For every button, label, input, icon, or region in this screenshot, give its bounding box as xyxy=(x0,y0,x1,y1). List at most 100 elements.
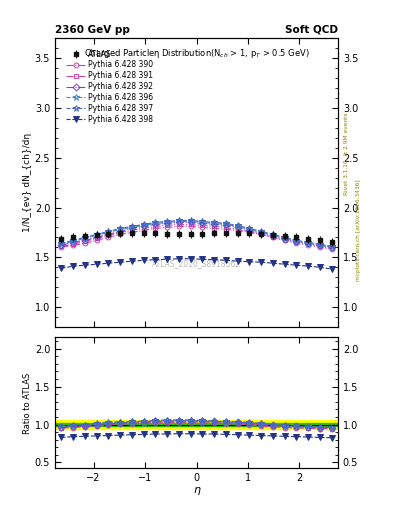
Pythia 6.428 390 xyxy=(329,246,334,252)
Pythia 6.428 390 xyxy=(188,223,193,229)
Pythia 6.428 391 xyxy=(294,239,299,245)
Pythia 6.428 391 xyxy=(270,234,275,241)
X-axis label: η: η xyxy=(193,485,200,495)
Pythia 6.428 392 xyxy=(318,242,322,248)
Text: Rivet 3.1.10, ≥ 2.9M events: Rivet 3.1.10, ≥ 2.9M events xyxy=(344,112,349,195)
Pythia 6.428 397 xyxy=(83,234,87,241)
Pythia 6.428 398 xyxy=(130,258,134,264)
Pythia 6.428 397 xyxy=(294,237,299,243)
Pythia 6.428 396 xyxy=(329,244,334,250)
Pythia 6.428 392 xyxy=(306,240,310,246)
Pythia 6.428 398 xyxy=(235,258,240,264)
Pythia 6.428 391 xyxy=(165,222,169,228)
Legend: ATLAS, Pythia 6.428 390, Pythia 6.428 391, Pythia 6.428 392, Pythia 6.428 396, P: ATLAS, Pythia 6.428 390, Pythia 6.428 39… xyxy=(64,48,155,125)
Pythia 6.428 390 xyxy=(118,231,123,238)
Pythia 6.428 391 xyxy=(106,232,111,239)
Pythia 6.428 392 xyxy=(294,238,299,244)
Pythia 6.428 397 xyxy=(153,219,158,225)
Pythia 6.428 392 xyxy=(71,239,75,245)
Pythia 6.428 397 xyxy=(106,228,111,234)
Pythia 6.428 390 xyxy=(141,227,146,233)
Pythia 6.428 398 xyxy=(94,261,99,267)
Pythia 6.428 391 xyxy=(306,241,310,247)
Pythia 6.428 396 xyxy=(106,229,111,236)
Pythia 6.428 391 xyxy=(200,222,205,228)
Pythia 6.428 397 xyxy=(118,225,123,231)
Pythia 6.428 398 xyxy=(118,259,123,265)
Pythia 6.428 390 xyxy=(318,244,322,250)
Pythia 6.428 398 xyxy=(329,266,334,272)
Pythia 6.428 398 xyxy=(141,257,146,263)
Line: Pythia 6.428 398: Pythia 6.428 398 xyxy=(59,256,334,272)
Pythia 6.428 392 xyxy=(141,223,146,229)
Pythia 6.428 397 xyxy=(235,222,240,228)
Pythia 6.428 398 xyxy=(200,256,205,262)
Pythia 6.428 397 xyxy=(200,218,205,224)
Pythia 6.428 398 xyxy=(165,256,169,262)
Pythia 6.428 398 xyxy=(224,257,228,263)
Pythia 6.428 396 xyxy=(141,222,146,228)
Pythia 6.428 391 xyxy=(235,226,240,232)
Pythia 6.428 397 xyxy=(94,231,99,238)
Pythia 6.428 397 xyxy=(71,237,75,243)
Pythia 6.428 392 xyxy=(282,236,287,242)
Pythia 6.428 391 xyxy=(224,224,228,230)
Pythia 6.428 398 xyxy=(318,264,322,270)
Pythia 6.428 390 xyxy=(224,226,228,232)
Pythia 6.428 398 xyxy=(188,255,193,262)
Pythia 6.428 392 xyxy=(130,225,134,231)
Pythia 6.428 398 xyxy=(83,262,87,268)
Pythia 6.428 397 xyxy=(59,240,64,246)
Pythia 6.428 392 xyxy=(235,224,240,230)
Pythia 6.428 391 xyxy=(176,221,181,227)
Text: ATLAS_2010_S8918562: ATLAS_2010_S8918562 xyxy=(152,259,241,268)
Pythia 6.428 392 xyxy=(176,219,181,225)
Pythia 6.428 397 xyxy=(329,243,334,249)
Pythia 6.428 397 xyxy=(270,231,275,238)
Pythia 6.428 396 xyxy=(306,240,310,246)
Pythia 6.428 396 xyxy=(318,242,322,248)
Line: Pythia 6.428 392: Pythia 6.428 392 xyxy=(59,220,334,250)
Pythia 6.428 390 xyxy=(294,240,299,246)
Pythia 6.428 396 xyxy=(59,241,64,247)
Pythia 6.428 396 xyxy=(176,218,181,224)
Pythia 6.428 390 xyxy=(200,224,205,230)
Pythia 6.428 391 xyxy=(83,238,87,244)
Pythia 6.428 392 xyxy=(59,242,64,248)
Pythia 6.428 392 xyxy=(259,230,263,237)
Pythia 6.428 398 xyxy=(247,259,252,265)
Pythia 6.428 392 xyxy=(212,221,217,227)
Pythia 6.428 390 xyxy=(235,227,240,233)
Pythia 6.428 391 xyxy=(282,237,287,243)
Pythia 6.428 390 xyxy=(94,237,99,243)
Pythia 6.428 397 xyxy=(306,239,310,245)
Pythia 6.428 390 xyxy=(306,242,310,248)
Pythia 6.428 392 xyxy=(106,231,111,238)
Pythia 6.428 396 xyxy=(294,238,299,244)
Pythia 6.428 392 xyxy=(83,237,87,243)
Line: Pythia 6.428 390: Pythia 6.428 390 xyxy=(59,224,334,252)
Pythia 6.428 392 xyxy=(188,219,193,225)
Y-axis label: Ratio to ATLAS: Ratio to ATLAS xyxy=(23,372,32,434)
Pythia 6.428 396 xyxy=(130,224,134,230)
Pythia 6.428 396 xyxy=(165,219,169,225)
Pythia 6.428 396 xyxy=(188,218,193,224)
Pythia 6.428 391 xyxy=(118,229,123,236)
Pythia 6.428 398 xyxy=(59,265,64,271)
Pythia 6.428 390 xyxy=(212,225,217,231)
Pythia 6.428 391 xyxy=(141,225,146,231)
Pythia 6.428 392 xyxy=(329,244,334,250)
Pythia 6.428 396 xyxy=(200,219,205,225)
Pythia 6.428 392 xyxy=(224,222,228,228)
Pythia 6.428 391 xyxy=(247,228,252,234)
Pythia 6.428 390 xyxy=(130,229,134,236)
Pythia 6.428 397 xyxy=(259,228,263,234)
Pythia 6.428 391 xyxy=(130,227,134,233)
Pythia 6.428 390 xyxy=(270,234,275,241)
Pythia 6.428 392 xyxy=(118,228,123,234)
Pythia 6.428 397 xyxy=(318,241,322,247)
Pythia 6.428 396 xyxy=(71,238,75,244)
Pythia 6.428 398 xyxy=(176,255,181,262)
Pythia 6.428 397 xyxy=(165,218,169,224)
Pythia 6.428 398 xyxy=(106,260,111,266)
